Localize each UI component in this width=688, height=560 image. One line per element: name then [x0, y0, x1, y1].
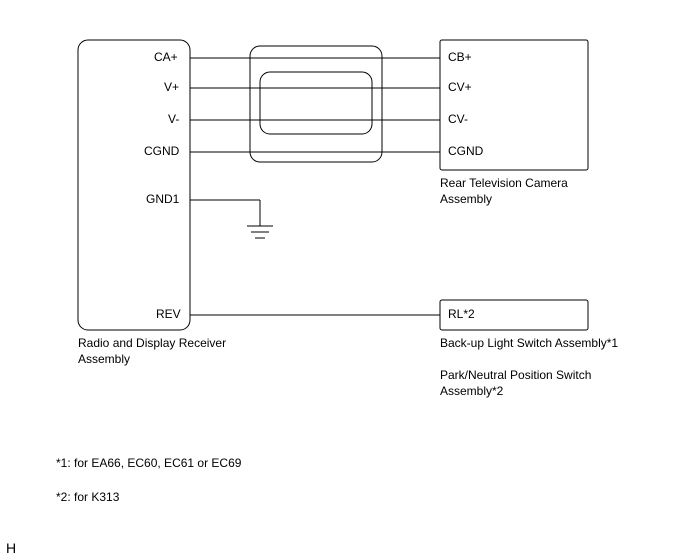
pin-cv-minus: CV- [448, 112, 468, 126]
pin-rl: RL*2 [448, 307, 475, 321]
footnote-1: *1: for EA66, EC60, EC61 or EC69 [56, 456, 241, 470]
pin-cv-plus: CV+ [448, 80, 472, 94]
pin-rev: REV [156, 307, 181, 321]
pin-v-minus: V- [168, 112, 179, 126]
footnote-2: *2: for K313 [56, 490, 119, 504]
shield-inner [260, 72, 372, 134]
pin-ca-plus: CA+ [154, 50, 178, 64]
backup-switch-label: Back-up Light Switch Assembly*1 [440, 336, 618, 350]
radio-receiver-label: Radio and Display Receiver Assembly [78, 336, 226, 367]
pin-cb-plus: CB+ [448, 50, 472, 64]
pin-cgnd-l: CGND [144, 144, 179, 158]
pn-switch-label: Park/Neutral Position Switch Assembly*2 [440, 368, 591, 399]
wiring-diagram [0, 0, 688, 560]
pin-v-plus: V+ [164, 80, 179, 94]
rear-camera-label: Rear Television Camera Assembly [440, 176, 568, 207]
pin-gnd1: GND1 [146, 192, 179, 206]
shield-outer [250, 46, 382, 162]
corner-letter: H [6, 540, 16, 556]
pin-cgnd-r: CGND [448, 144, 483, 158]
